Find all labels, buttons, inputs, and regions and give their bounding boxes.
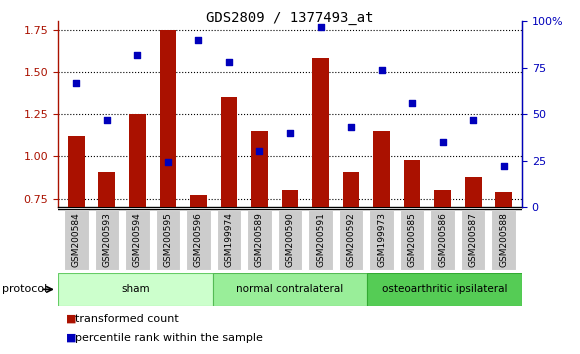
Bar bbox=[404, 160, 420, 325]
FancyBboxPatch shape bbox=[430, 210, 455, 270]
FancyBboxPatch shape bbox=[125, 210, 150, 270]
Text: protocol: protocol bbox=[2, 284, 47, 295]
FancyBboxPatch shape bbox=[369, 210, 394, 270]
Text: GSM200586: GSM200586 bbox=[438, 212, 447, 267]
FancyBboxPatch shape bbox=[186, 210, 211, 270]
Bar bbox=[68, 136, 85, 325]
Point bbox=[377, 67, 386, 73]
Text: GDS2809 / 1377493_at: GDS2809 / 1377493_at bbox=[206, 11, 374, 25]
FancyBboxPatch shape bbox=[278, 210, 302, 270]
Text: normal contralateral: normal contralateral bbox=[237, 284, 343, 295]
Point bbox=[438, 139, 447, 145]
FancyBboxPatch shape bbox=[461, 210, 485, 270]
Text: GSM200594: GSM200594 bbox=[133, 212, 142, 267]
Text: GSM200595: GSM200595 bbox=[164, 212, 172, 267]
FancyBboxPatch shape bbox=[64, 210, 89, 270]
Bar bbox=[312, 58, 329, 325]
Bar bbox=[373, 131, 390, 325]
Point bbox=[499, 164, 508, 169]
Text: sham: sham bbox=[121, 284, 150, 295]
Point bbox=[224, 59, 234, 65]
Point bbox=[346, 124, 356, 130]
Text: GSM200592: GSM200592 bbox=[347, 212, 356, 267]
FancyBboxPatch shape bbox=[58, 273, 213, 306]
Point bbox=[194, 37, 203, 42]
Bar bbox=[465, 177, 481, 325]
Bar bbox=[434, 190, 451, 325]
Text: GSM200589: GSM200589 bbox=[255, 212, 264, 267]
Text: transformed count: transformed count bbox=[75, 314, 179, 324]
Text: GSM200596: GSM200596 bbox=[194, 212, 203, 267]
FancyBboxPatch shape bbox=[491, 210, 516, 270]
Text: GSM200585: GSM200585 bbox=[408, 212, 416, 267]
Text: ■: ■ bbox=[66, 333, 76, 343]
Text: GSM200591: GSM200591 bbox=[316, 212, 325, 267]
Bar bbox=[220, 97, 237, 325]
Bar bbox=[160, 30, 176, 325]
Point bbox=[255, 149, 264, 154]
Point bbox=[408, 100, 417, 106]
Bar bbox=[343, 172, 360, 325]
Bar bbox=[99, 172, 115, 325]
Text: osteoarthritic ipsilateral: osteoarthritic ipsilateral bbox=[382, 284, 508, 295]
Text: GSM200587: GSM200587 bbox=[469, 212, 478, 267]
FancyBboxPatch shape bbox=[213, 273, 367, 306]
FancyBboxPatch shape bbox=[155, 210, 180, 270]
Text: ■: ■ bbox=[66, 314, 76, 324]
Point bbox=[316, 24, 325, 30]
Bar bbox=[190, 195, 207, 325]
FancyBboxPatch shape bbox=[309, 210, 333, 270]
FancyBboxPatch shape bbox=[367, 273, 522, 306]
Text: GSM200590: GSM200590 bbox=[285, 212, 295, 267]
Text: GSM200593: GSM200593 bbox=[102, 212, 111, 267]
Point bbox=[72, 80, 81, 85]
Text: GSM200588: GSM200588 bbox=[499, 212, 508, 267]
Bar bbox=[251, 131, 268, 325]
Text: GSM199974: GSM199974 bbox=[224, 212, 233, 267]
Point bbox=[469, 117, 478, 122]
FancyBboxPatch shape bbox=[339, 210, 363, 270]
Text: percentile rank within the sample: percentile rank within the sample bbox=[75, 333, 263, 343]
Text: GSM200584: GSM200584 bbox=[72, 212, 81, 267]
FancyBboxPatch shape bbox=[217, 210, 241, 270]
Bar bbox=[495, 192, 512, 325]
Point bbox=[285, 130, 295, 136]
FancyBboxPatch shape bbox=[95, 210, 119, 270]
FancyBboxPatch shape bbox=[247, 210, 271, 270]
Bar bbox=[282, 190, 298, 325]
Text: GSM199973: GSM199973 bbox=[377, 212, 386, 267]
Bar bbox=[129, 114, 146, 325]
FancyBboxPatch shape bbox=[400, 210, 425, 270]
Point bbox=[163, 160, 172, 165]
Point bbox=[102, 117, 111, 122]
Point bbox=[133, 52, 142, 57]
